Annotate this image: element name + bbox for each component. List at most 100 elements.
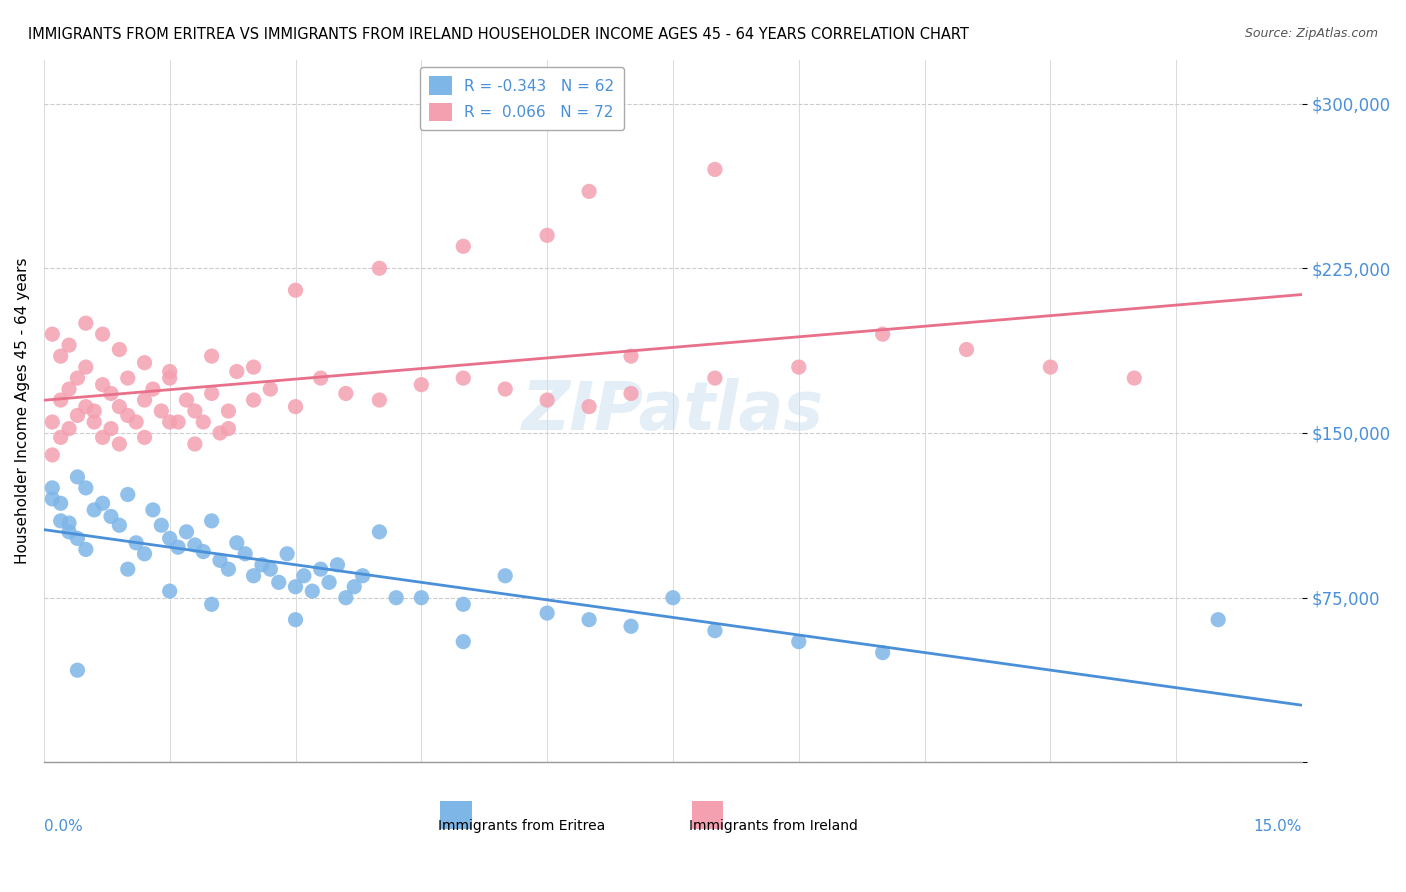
Point: [309, 562, 332, 576]
Point: [66, 371, 89, 385]
Point: [58, 524, 80, 539]
Point: [167, 415, 190, 429]
Point: [217, 404, 239, 418]
Point: [284, 613, 307, 627]
Point: [66, 532, 89, 546]
Point: [66, 470, 89, 484]
Point: [578, 185, 600, 199]
Point: [787, 360, 810, 375]
Point: [159, 415, 181, 429]
Point: [217, 562, 239, 576]
Point: [58, 516, 80, 530]
Point: [134, 547, 156, 561]
Point: [58, 382, 80, 396]
Point: [242, 360, 264, 375]
Point: [83, 404, 105, 418]
Point: [201, 514, 224, 528]
Point: [142, 503, 165, 517]
Point: [1206, 613, 1229, 627]
Point: [66, 663, 89, 677]
Point: [75, 400, 97, 414]
Point: [451, 597, 474, 611]
Point: [578, 400, 600, 414]
Point: [292, 568, 315, 582]
Point: [159, 584, 181, 599]
Point: [49, 392, 72, 407]
Point: [318, 575, 340, 590]
Point: [167, 540, 190, 554]
Point: [58, 338, 80, 352]
Bar: [440, 801, 471, 830]
Point: [49, 514, 72, 528]
Point: [100, 386, 122, 401]
Point: [117, 371, 139, 385]
Point: [184, 437, 207, 451]
Point: [108, 343, 131, 357]
Point: [75, 316, 97, 330]
Point: [267, 575, 290, 590]
Point: [1123, 371, 1146, 385]
Point: [276, 547, 298, 561]
Point: [91, 430, 114, 444]
Point: [117, 487, 139, 501]
Point: [309, 371, 332, 385]
Point: [385, 591, 408, 605]
Point: [41, 415, 63, 429]
Point: [193, 544, 215, 558]
Point: [225, 536, 247, 550]
Point: [536, 606, 558, 620]
Point: [955, 343, 977, 357]
Text: IMMIGRANTS FROM ERITREA VS IMMIGRANTS FROM IRELAND HOUSEHOLDER INCOME AGES 45 - : IMMIGRANTS FROM ERITREA VS IMMIGRANTS FR…: [28, 27, 969, 42]
Point: [193, 415, 215, 429]
Y-axis label: Householder Income Ages 45 - 64 years: Householder Income Ages 45 - 64 years: [15, 258, 30, 565]
Point: [259, 382, 281, 396]
Point: [620, 619, 643, 633]
Point: [451, 239, 474, 253]
Legend: R = -0.343   N = 62, R =  0.066   N = 72: R = -0.343 N = 62, R = 0.066 N = 72: [420, 67, 624, 130]
Point: [184, 404, 207, 418]
Point: [536, 228, 558, 243]
Point: [787, 634, 810, 648]
Point: [335, 591, 357, 605]
Point: [451, 634, 474, 648]
Point: [368, 524, 391, 539]
Point: [49, 430, 72, 444]
Point: [250, 558, 273, 572]
Point: [150, 518, 173, 533]
Point: [201, 386, 224, 401]
Point: [75, 360, 97, 375]
Point: [41, 448, 63, 462]
Point: [872, 327, 894, 342]
Point: [1039, 360, 1062, 375]
Point: [159, 532, 181, 546]
Point: [41, 327, 63, 342]
Point: [184, 538, 207, 552]
Point: [326, 558, 349, 572]
Point: [83, 503, 105, 517]
Point: [217, 421, 239, 435]
Text: Immigrants from Eritrea: Immigrants from Eritrea: [439, 819, 606, 832]
Point: [368, 392, 391, 407]
Point: [176, 524, 198, 539]
Point: [108, 400, 131, 414]
Point: [134, 392, 156, 407]
Point: [134, 430, 156, 444]
Point: [411, 591, 433, 605]
Point: [91, 377, 114, 392]
Point: [242, 568, 264, 582]
Point: [201, 597, 224, 611]
Point: [142, 382, 165, 396]
Point: [225, 364, 247, 378]
Point: [284, 400, 307, 414]
Point: [41, 491, 63, 506]
Point: [108, 437, 131, 451]
Point: [620, 349, 643, 363]
Text: 0.0%: 0.0%: [44, 819, 83, 834]
Point: [159, 364, 181, 378]
Point: [201, 349, 224, 363]
Point: [233, 547, 256, 561]
Point: [335, 386, 357, 401]
Point: [150, 404, 173, 418]
Point: [100, 509, 122, 524]
Point: [125, 415, 148, 429]
